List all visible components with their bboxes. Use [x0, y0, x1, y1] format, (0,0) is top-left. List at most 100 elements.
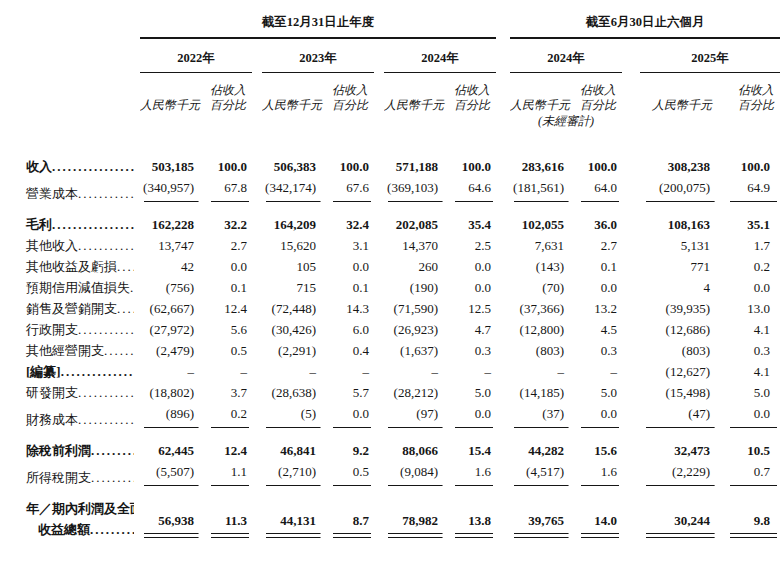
row-label-line: 毛利	[26, 214, 134, 235]
pct-cell: 0.0	[572, 403, 622, 430]
corner-cell	[0, 12, 134, 38]
gap	[622, 177, 640, 204]
row-label-line: 研發開支	[26, 382, 134, 403]
dot-leader	[78, 319, 134, 337]
table-row-10: 研發開支(18,802)3.7(28,638)5.7(28,212)5.0(14…	[0, 382, 780, 403]
gap	[374, 298, 384, 319]
table-row-14: 年／期內利潤及全面收益總額56,93811.344,1318.778,98213…	[0, 498, 780, 540]
row-label-line: 銷售及營銷開支	[26, 298, 134, 319]
dot-leader	[52, 214, 134, 232]
pct-cell: 0.2	[202, 403, 252, 430]
pct-cell: 0.0	[324, 403, 374, 430]
gap	[252, 177, 262, 204]
gap	[374, 98, 384, 113]
amount-cell: 32,473	[640, 440, 718, 461]
amount-cell: (5)	[262, 403, 324, 430]
amount-cell: 62,445	[140, 440, 202, 461]
gap	[496, 319, 510, 340]
pct-cell: 64.9	[718, 177, 780, 204]
gap	[374, 214, 384, 235]
gap	[496, 38, 510, 73]
amount-cell: 44,282	[510, 440, 572, 461]
header-spacer-row	[0, 130, 780, 156]
row-label-text: 收入	[26, 156, 52, 177]
gap	[496, 298, 510, 319]
amount-cell: 506,383	[262, 156, 324, 177]
row-label: 收入	[0, 156, 134, 177]
blank	[640, 113, 780, 130]
amount-cell: (12,627)	[640, 361, 718, 382]
row-label-text: 研發開支	[26, 382, 78, 403]
prospectus-page: 截至12月31日止年度截至6月30日止六個月2022年2023年2024年202…	[0, 12, 780, 540]
subheader-row-1: 佔收入佔收入佔收入佔收入佔收入	[0, 73, 780, 99]
gap	[622, 440, 640, 461]
pct-cell: 13.0	[718, 298, 780, 319]
amount-cell: (181,561)	[510, 177, 572, 204]
pct-cell: 12.4	[202, 298, 252, 319]
gap	[496, 156, 510, 177]
pct-subheader-top: 佔收入	[572, 73, 622, 99]
row-label-line: 行政開支	[26, 319, 134, 340]
table-row-2: 毛利162,22832.2164,20932.4202,08535.4102,0…	[0, 214, 780, 235]
amount-cell: 162,228	[140, 214, 202, 235]
income-statement-table: 截至12月31日止年度截至6月30日止六個月2022年2023年2024年202…	[0, 12, 780, 540]
gap	[252, 73, 262, 99]
gap	[252, 38, 262, 73]
gap	[252, 113, 262, 130]
amount-cell: –	[510, 361, 572, 382]
row-label-text: 收益總額	[26, 519, 90, 540]
pct-cell: 5.7	[324, 382, 374, 403]
row-label: 毛利	[0, 214, 134, 235]
pct-cell: 0.0	[202, 256, 252, 277]
amount-cell: (803)	[640, 340, 718, 361]
gap	[496, 340, 510, 361]
amount-cell: 44,131	[262, 498, 324, 540]
gap	[622, 403, 640, 430]
row-label-text: 除稅前利潤	[26, 440, 91, 461]
gap	[622, 361, 640, 382]
pct-cell: 0.0	[324, 256, 374, 277]
amount-cell: –	[262, 361, 324, 382]
amount-cell: 102,055	[510, 214, 572, 235]
amount-cell: (37)	[510, 403, 572, 430]
gap	[374, 319, 384, 340]
pct-cell: –	[202, 361, 252, 382]
gap	[496, 73, 510, 99]
pct-cell: 0.2	[718, 256, 780, 277]
row-label-text: 毛利	[26, 214, 52, 235]
pct-cell: 0.3	[718, 340, 780, 361]
amount-subheader-blank	[140, 73, 202, 99]
amount-cell: 4	[640, 277, 718, 298]
amount-cell: 108,163	[640, 214, 718, 235]
pct-cell: 2.7	[202, 235, 252, 256]
row-label-line: 財務成本	[26, 409, 134, 430]
gap	[374, 361, 384, 382]
row-label-text: 營業成本	[26, 183, 78, 204]
row-label-line: 收益總額	[26, 519, 134, 540]
period-header-row: 截至12月31日止年度截至6月30日止六個月	[0, 12, 780, 38]
pct-cell: 0.0	[446, 277, 496, 298]
amount-cell: (62,667)	[140, 298, 202, 319]
pct-subheader-top: 佔收入	[324, 73, 374, 99]
pct-subheader-bottom: 百分比	[324, 98, 374, 113]
amount-cell: (2,229)	[640, 461, 718, 488]
gap	[496, 440, 510, 461]
dot-leader	[78, 382, 134, 400]
dot-leader	[91, 467, 134, 485]
amount-cell: (30,426)	[262, 319, 324, 340]
gap	[252, 498, 262, 540]
gap	[622, 156, 640, 177]
table-row-6: 銷售及營銷開支(62,667)12.4(72,448)14.3(71,590)1…	[0, 298, 780, 319]
row-label-line: 其他收益及虧損	[26, 256, 134, 277]
amount-cell: (2,291)	[262, 340, 324, 361]
pct-cell: 0.5	[324, 461, 374, 488]
amount-cell: (9,084)	[384, 461, 446, 488]
dot-leader	[117, 256, 134, 274]
amount-cell: 260	[384, 256, 446, 277]
gap	[374, 156, 384, 177]
pct-cell: 0.3	[572, 340, 622, 361]
spacer	[0, 204, 780, 214]
gap	[374, 235, 384, 256]
period-header-annual: 截至12月31日止年度	[140, 12, 496, 38]
row-label-line: 其他收入	[26, 235, 134, 256]
